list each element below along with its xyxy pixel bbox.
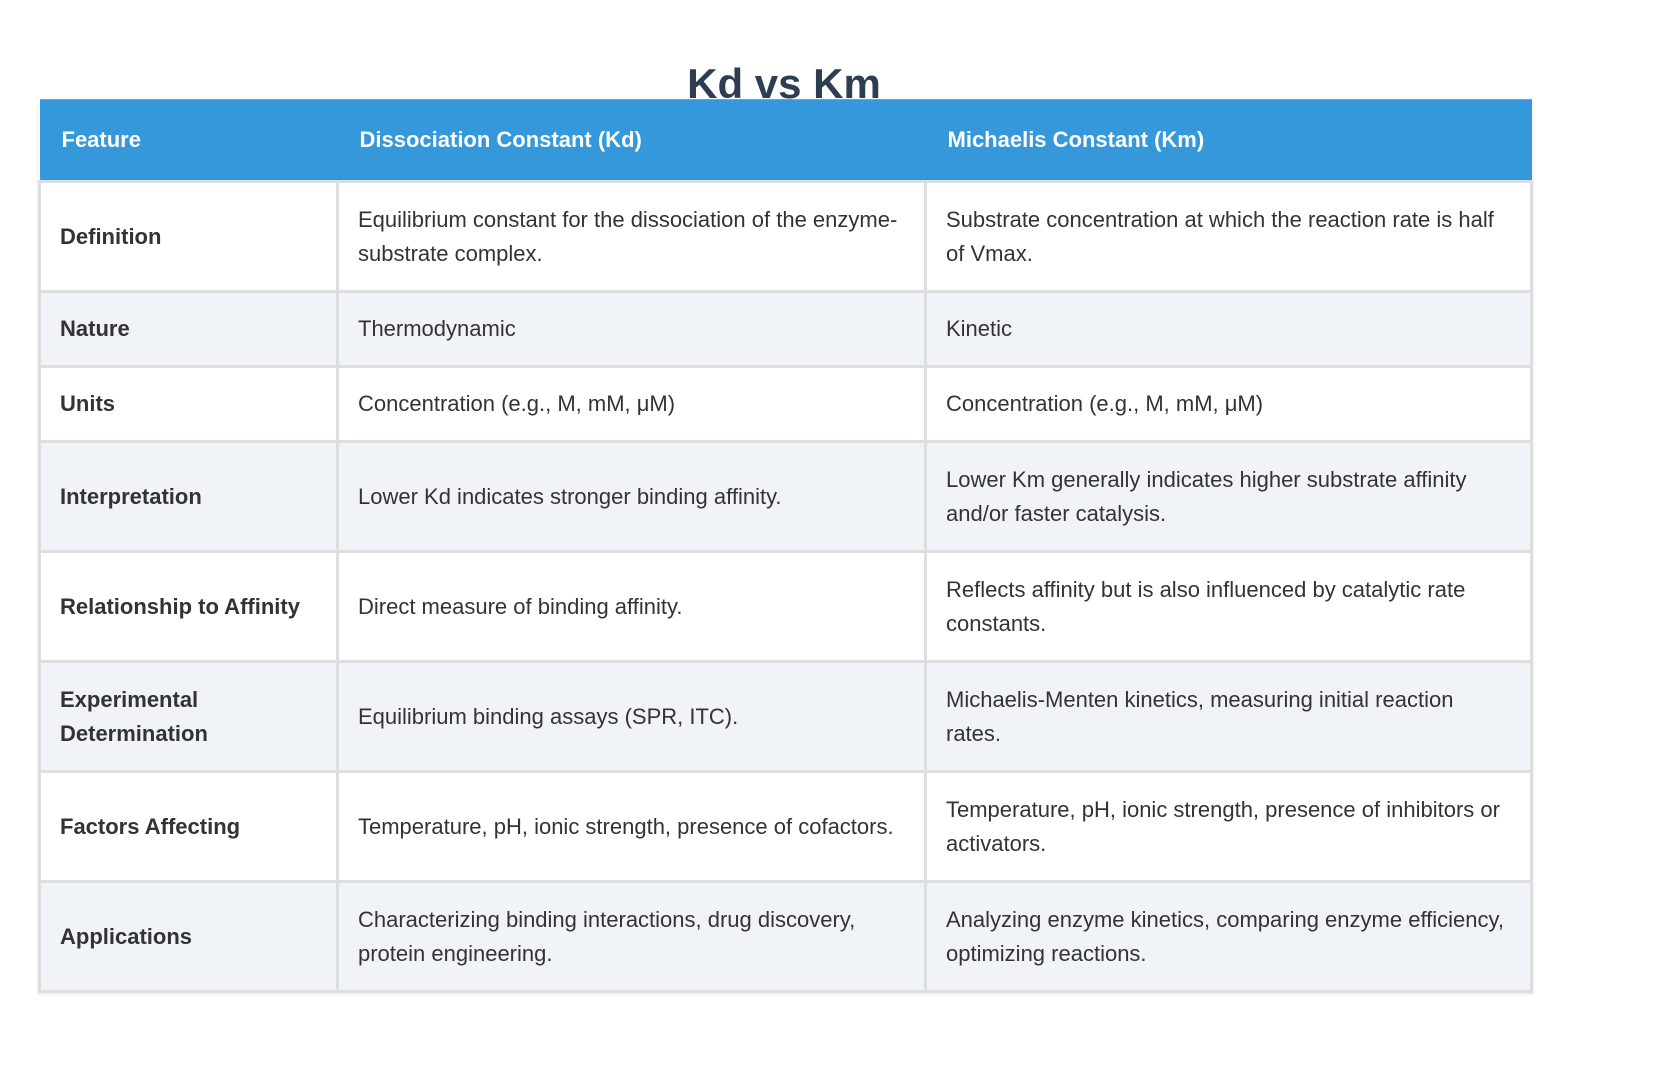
table-row-applications: Applications Characterizing binding inte… <box>38 880 1533 993</box>
table-row-interpretation: Interpretation Lower Kd indicates strong… <box>38 440 1533 553</box>
feature-cell: Nature <box>38 290 339 368</box>
comparison-table-container: Feature Dissociation Constant (Kd) Micha… <box>38 99 1533 993</box>
header-feature: Feature <box>39 99 338 183</box>
table-row-definition: Definition Equilibrium constant for the … <box>38 180 1533 293</box>
km-cell: Analyzing enzyme kinetics, comparing enz… <box>924 880 1533 993</box>
kd-cell: Direct measure of binding affinity. <box>336 550 927 663</box>
table-body: Definition Equilibrium constant for the … <box>38 180 1533 993</box>
kd-cell: Characterizing binding interactions, dru… <box>336 880 927 993</box>
feature-cell: Experimental Determination <box>38 660 339 773</box>
km-cell: Lower Km generally indicates higher subs… <box>924 440 1533 553</box>
comparison-table: Feature Dissociation Constant (Kd) Micha… <box>38 99 1533 993</box>
feature-cell: Units <box>38 365 339 443</box>
kd-cell: Equilibrium binding assays (SPR, ITC). <box>336 660 927 773</box>
kd-cell: Lower Kd indicates stronger binding affi… <box>336 440 927 553</box>
feature-cell: Definition <box>38 180 339 293</box>
table-row-relationship-to-affinity: Relationship to Affinity Direct measure … <box>38 550 1533 663</box>
km-cell: Temperature, pH, ionic strength, presenc… <box>924 770 1533 883</box>
km-cell: Substrate concentration at which the rea… <box>924 180 1533 293</box>
header-kd: Dissociation Constant (Kd) <box>337 99 926 183</box>
feature-cell: Applications <box>38 880 339 993</box>
km-cell: Kinetic <box>924 290 1533 368</box>
table-header: Feature Dissociation Constant (Kd) Micha… <box>39 99 1532 183</box>
feature-cell: Relationship to Affinity <box>38 550 339 663</box>
feature-cell: Factors Affecting <box>38 770 339 883</box>
table-row-experimental-determination: Experimental Determination Equilibrium b… <box>38 660 1533 773</box>
feature-cell: Interpretation <box>38 440 339 553</box>
kd-cell: Concentration (e.g., M, mM, μM) <box>336 365 927 443</box>
kd-cell: Thermodynamic <box>336 290 927 368</box>
table-row-factors-affecting: Factors Affecting Temperature, pH, ionic… <box>38 770 1533 883</box>
kd-cell: Equilibrium constant for the dissociatio… <box>336 180 927 293</box>
table-row-nature: Nature Thermodynamic Kinetic <box>38 290 1533 368</box>
kd-cell: Temperature, pH, ionic strength, presenc… <box>336 770 927 883</box>
km-cell: Concentration (e.g., M, mM, μM) <box>924 365 1533 443</box>
header-row: Feature Dissociation Constant (Kd) Micha… <box>39 99 1532 183</box>
table-row-units: Units Concentration (e.g., M, mM, μM) Co… <box>38 365 1533 443</box>
km-cell: Reflects affinity but is also influenced… <box>924 550 1533 663</box>
km-cell: Michaelis-Menten kinetics, measuring ini… <box>924 660 1533 773</box>
header-km: Michaelis Constant (Km) <box>925 99 1532 183</box>
